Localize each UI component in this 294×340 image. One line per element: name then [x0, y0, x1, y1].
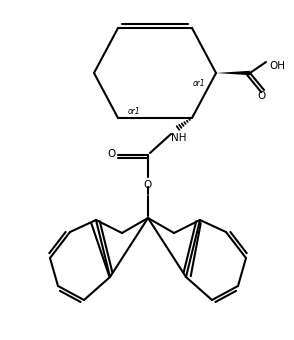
Text: NH: NH — [171, 133, 187, 143]
Text: or1: or1 — [128, 107, 141, 116]
Text: OH: OH — [269, 61, 285, 71]
Text: O: O — [107, 149, 115, 159]
Polygon shape — [216, 71, 250, 75]
Text: O: O — [257, 91, 265, 101]
Text: or1: or1 — [193, 80, 206, 88]
Text: O: O — [144, 180, 152, 190]
